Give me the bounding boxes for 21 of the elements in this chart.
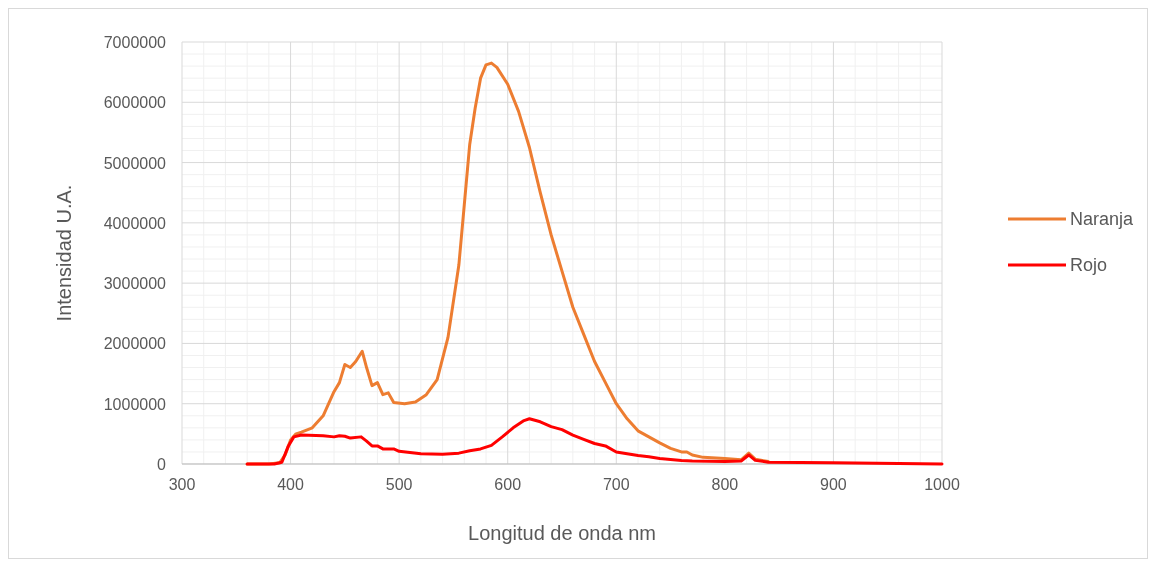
y-tick-label: 6000000 bbox=[103, 94, 167, 112]
y-tick-label: 0 bbox=[157, 456, 167, 473]
y-tick-label: 1000000 bbox=[103, 395, 167, 413]
x-tick-label: 900 bbox=[820, 476, 847, 493]
line-series bbox=[245, 417, 944, 466]
x-tick-label: 700 bbox=[602, 476, 630, 493]
y-tick-label: 7000000 bbox=[103, 34, 167, 51]
x-tick-label: 600 bbox=[494, 476, 522, 493]
legend-label: Naranja bbox=[1070, 209, 1135, 229]
x-tick-label: 1000 bbox=[924, 476, 960, 493]
y-tick-label: 4000000 bbox=[103, 214, 167, 232]
y-axis-title: Intensidad U.A. bbox=[53, 184, 75, 322]
x-tick-label: 300 bbox=[168, 476, 196, 493]
y-tick-label: 2000000 bbox=[103, 335, 167, 353]
y-tick-label: 5000000 bbox=[103, 154, 167, 172]
x-tick-label: 500 bbox=[385, 476, 413, 493]
x-axis-title: Longitud de onda nm bbox=[468, 522, 656, 544]
y-tick-label: 3000000 bbox=[103, 275, 167, 293]
x-tick-label: 800 bbox=[711, 476, 739, 493]
legend-label: Rojo bbox=[1070, 255, 1108, 275]
x-tick-label: 400 bbox=[277, 476, 305, 493]
